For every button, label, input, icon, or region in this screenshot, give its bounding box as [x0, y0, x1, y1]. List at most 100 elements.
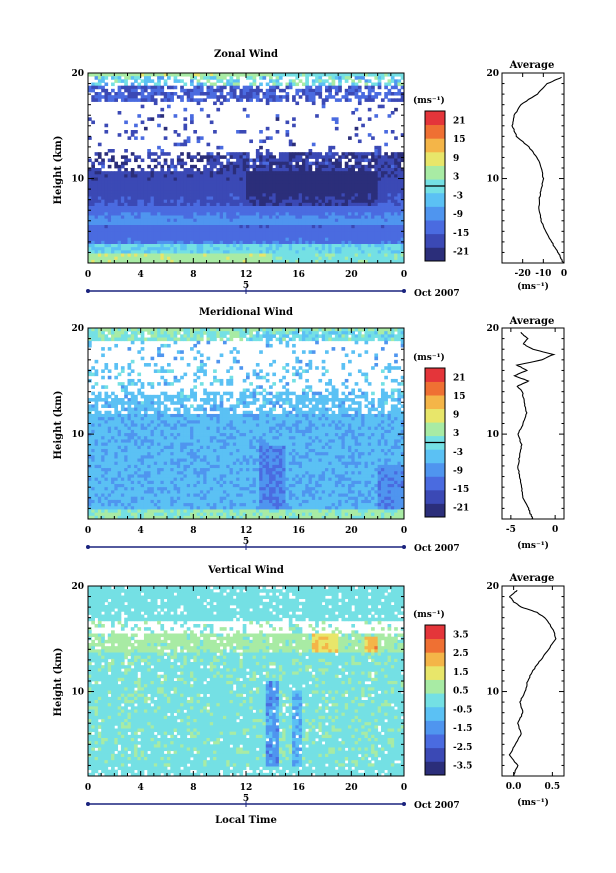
heatmap-cell [157, 221, 161, 226]
heatmap-cell [269, 256, 273, 261]
heatmap-cell [249, 221, 253, 226]
heatmap-cell [325, 256, 329, 261]
heatmap-cell [285, 369, 290, 373]
heatmap-cell [305, 95, 309, 99]
heatmap-cell [111, 177, 115, 182]
heatmap-cell [196, 404, 201, 408]
heatmap-cell [170, 215, 174, 220]
heatmap-cell [282, 183, 286, 188]
heatmap-cell [272, 218, 277, 223]
heatmap-cell [380, 231, 385, 235]
heatmap-cell [104, 82, 109, 87]
heatmap-cell [328, 244, 332, 248]
heatmap-cell [255, 95, 260, 99]
heatmap-cell [311, 101, 316, 106]
heatmap-cell [213, 199, 217, 204]
heatmap-cell [328, 234, 332, 239]
heatmap-cell [295, 328, 300, 332]
heatmap-cell [157, 350, 161, 354]
heatmap-cell [295, 101, 300, 106]
heatmap-cell [384, 73, 388, 77]
heatmap-cell [193, 259, 198, 264]
heatmap-cell [292, 158, 296, 163]
heatmap-cell [301, 73, 306, 77]
heatmap-cell [226, 73, 230, 77]
heatmap-cell [384, 190, 388, 194]
heatmap-cell [278, 337, 283, 342]
heatmap-cell [354, 256, 359, 261]
heatmap-cell [120, 228, 125, 232]
heatmap-cell [262, 199, 267, 204]
heatmap-cell [114, 215, 119, 220]
heatmap-cell [124, 85, 128, 90]
heatmap-cell [213, 92, 217, 96]
heatmap-cell [315, 398, 319, 402]
heatmap-cell [272, 256, 277, 261]
heatmap-cell [199, 328, 204, 332]
heatmap-cell [206, 234, 211, 239]
heatmap-cell [338, 158, 342, 163]
heatmap-cell [311, 231, 316, 235]
heatmap-cell [167, 240, 171, 245]
heatmap-cell [394, 161, 398, 166]
heatmap-cell [104, 337, 109, 342]
heatmap-cell [341, 334, 346, 338]
heatmap-cell [265, 158, 270, 163]
heatmap-cell [265, 149, 270, 153]
heatmap-cell [325, 155, 329, 159]
heatmap-cell [226, 240, 230, 245]
heatmap-cell [97, 337, 102, 342]
heatmap-cell [384, 234, 388, 239]
heatmap-cell [331, 225, 336, 229]
heatmap-cell [236, 180, 240, 185]
heatmap-cell [137, 73, 142, 77]
heatmap-cell [239, 221, 244, 226]
heatmap-cell [137, 199, 142, 204]
heatmap-cell [111, 337, 115, 342]
heatmap-cell [255, 155, 260, 159]
heatmap-cell [239, 199, 244, 204]
heatmap-cell [354, 193, 359, 197]
heatmap-cell [282, 398, 286, 402]
heatmap-cell [167, 334, 171, 338]
heatmap-cell [288, 190, 293, 194]
heatmap-cell [367, 240, 372, 245]
heatmap-cell [163, 73, 168, 77]
heatmap-cell [380, 155, 385, 159]
heatmap-cell [124, 256, 128, 261]
heatmap-cell [311, 82, 316, 87]
heatmap-cell [384, 375, 388, 380]
heatmap-cell [242, 218, 247, 223]
heatmap-cell [239, 212, 244, 216]
heatmap-cell [387, 114, 392, 118]
heatmap-cell [292, 237, 296, 242]
heatmap-cell [117, 111, 122, 115]
heatmap-cell [137, 171, 142, 175]
heatmap-cell [170, 180, 174, 185]
heatmap-cell [167, 231, 171, 235]
heatmap-cell [160, 73, 165, 77]
heatmap-cell [311, 391, 316, 396]
heatmap-cell [236, 183, 240, 188]
heatmap-cell [219, 164, 224, 169]
heatmap-cell [229, 247, 234, 251]
heatmap-cell [295, 187, 300, 191]
heatmap-cell [321, 259, 326, 264]
heatmap-cell [354, 88, 359, 93]
heatmap-cell [255, 234, 260, 239]
heatmap-cell [150, 168, 155, 172]
heatmap-cell [140, 218, 145, 223]
heatmap-cell [176, 183, 181, 188]
heatmap-cell [397, 92, 402, 96]
heatmap-cell [272, 202, 277, 207]
heatmap-cell [308, 92, 313, 96]
heatmap-cell [305, 225, 309, 229]
heatmap-cell [269, 79, 273, 83]
heatmap-cell [341, 259, 346, 264]
heatmap-cell [315, 161, 319, 166]
heatmap-cell [344, 190, 349, 194]
heatmap-cell [114, 199, 119, 204]
heatmap-cell [315, 190, 319, 194]
heatmap-cell [101, 385, 105, 389]
heatmap-cell [262, 196, 267, 201]
